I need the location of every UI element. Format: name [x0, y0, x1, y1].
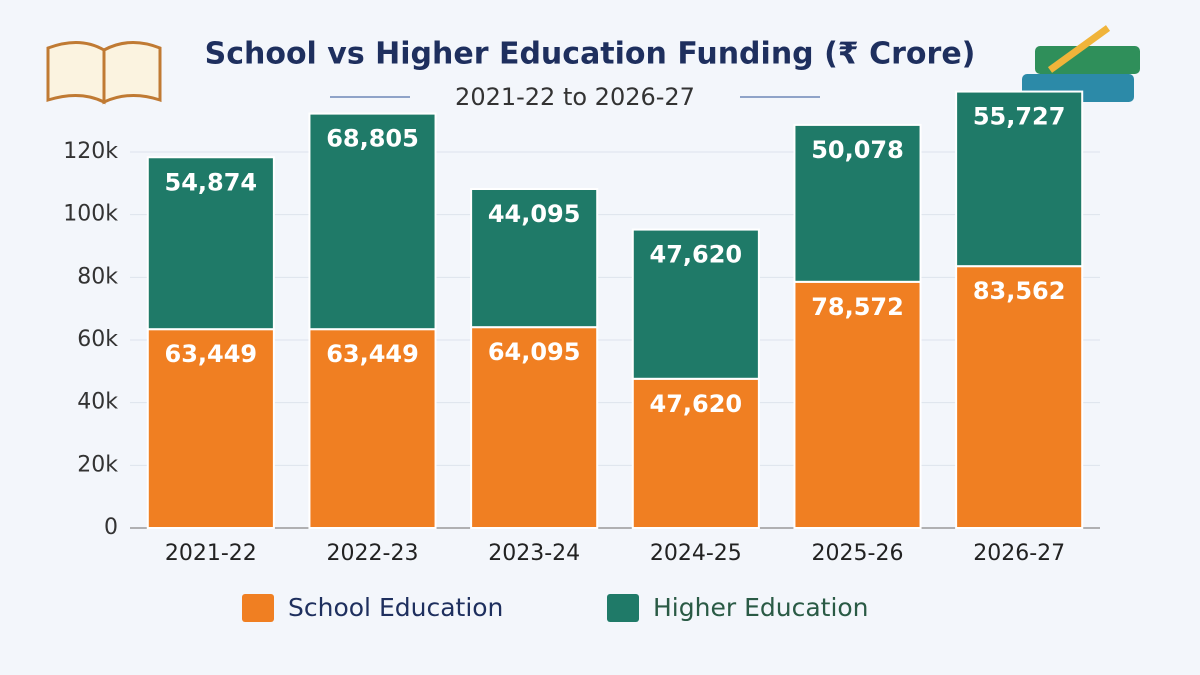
bar-segment — [631, 377, 760, 530]
y-tick-label: 0 — [104, 515, 118, 540]
legend-label: School Education — [288, 593, 503, 622]
bar-segment — [631, 228, 760, 380]
legend-swatch — [242, 594, 274, 622]
value-label: 54,874 — [165, 168, 258, 196]
chart-title: School vs Higher Education Funding (₹ Cr… — [205, 37, 976, 72]
bar-segment — [146, 328, 275, 530]
bar-segment — [470, 188, 599, 329]
value-label: 78,572 — [811, 293, 904, 321]
y-tick-label: 80k — [77, 264, 118, 289]
bar-segment — [955, 90, 1084, 268]
x-tick-label: 2022-23 — [327, 541, 419, 566]
y-tick-label: 120k — [63, 139, 118, 164]
value-label: 47,620 — [650, 241, 743, 269]
y-tick-label: 40k — [77, 390, 118, 415]
bar-segment — [793, 280, 922, 529]
value-label: 47,620 — [650, 390, 743, 418]
y-tick-label: 100k — [63, 202, 118, 227]
value-label: 63,449 — [326, 340, 419, 368]
chart-subtitle: 2021-22 to 2026-27 — [455, 83, 695, 111]
bar-segment — [308, 112, 437, 331]
x-tick-label: 2024-25 — [650, 541, 742, 566]
value-label: 44,095 — [488, 200, 581, 228]
value-label: 64,095 — [488, 338, 581, 366]
y-tick-label: 20k — [77, 452, 118, 477]
value-label: 55,727 — [973, 103, 1066, 131]
value-label: 50,078 — [811, 136, 904, 164]
book-icon — [46, 41, 162, 105]
bar-segment — [793, 123, 922, 283]
legend-label: Higher Education — [653, 593, 869, 622]
x-tick-label: 2025-26 — [812, 541, 904, 566]
bar-segment — [146, 156, 275, 331]
value-label: 68,805 — [326, 125, 419, 153]
bar-segment — [308, 328, 437, 530]
y-tick-label: 60k — [77, 327, 118, 352]
legend-swatch — [607, 594, 639, 622]
value-label: 63,449 — [165, 340, 258, 368]
x-tick-label: 2021-22 — [165, 541, 257, 566]
bar-segment — [955, 265, 1084, 529]
bar-segment — [470, 326, 599, 529]
x-tick-label: 2026-27 — [973, 541, 1065, 566]
x-tick-label: 2023-24 — [488, 541, 580, 566]
value-label: 83,562 — [973, 277, 1066, 305]
